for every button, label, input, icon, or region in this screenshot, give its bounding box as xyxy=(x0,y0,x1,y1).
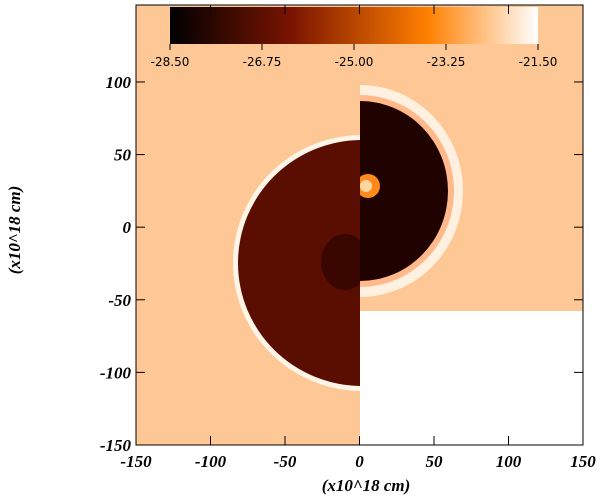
x-axis-label: (x10^18 cm) xyxy=(322,476,411,495)
x-tick-label: -50 xyxy=(274,452,297,471)
bubble xyxy=(321,234,360,290)
colorbar-tick-label: -28.50 xyxy=(151,55,190,69)
x-tick-label: 150 xyxy=(570,452,596,471)
ejecta xyxy=(238,140,360,386)
x-tick-label: 0 xyxy=(355,452,364,471)
x-tick-label: -150 xyxy=(120,452,152,471)
core-center xyxy=(360,180,372,192)
y-tick-label: 100 xyxy=(106,73,132,92)
x-tick-label: 100 xyxy=(496,452,522,471)
y-axis-label: (x10^18 cm) xyxy=(5,186,24,275)
colorbar-tick-label: -25.00 xyxy=(335,55,374,69)
empty-quadrant xyxy=(360,311,583,445)
colorbar-tick-label: -21.50 xyxy=(519,55,558,69)
cavity xyxy=(360,101,448,281)
y-tick-label: -100 xyxy=(100,363,132,382)
colorbar xyxy=(170,7,538,44)
y-tick-label: -150 xyxy=(100,436,132,455)
x-tick-label: -100 xyxy=(195,452,227,471)
y-tick-label: -50 xyxy=(108,291,131,310)
y-tick-label: 0 xyxy=(123,218,132,237)
y-tick-label: 50 xyxy=(114,146,132,165)
x-tick-label: 50 xyxy=(426,452,444,471)
image xyxy=(135,4,584,446)
colorbar-tick-label: -26.75 xyxy=(243,55,282,69)
colorbar-tick-label: -23.25 xyxy=(427,55,466,69)
